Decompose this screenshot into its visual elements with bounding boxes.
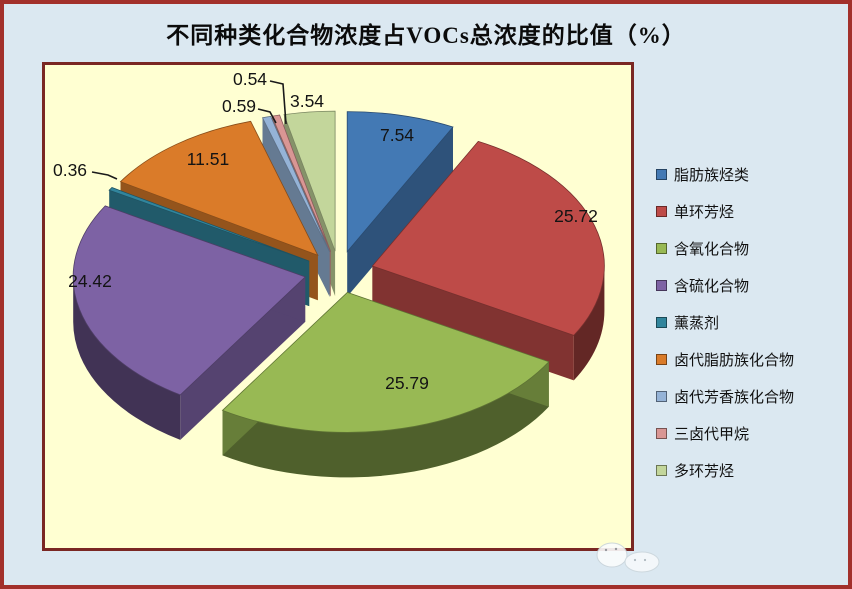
legend-swatch: [656, 243, 667, 254]
pie-slice-单环芳烃: [371, 140, 605, 381]
legend-swatch: [656, 280, 667, 291]
slice-value-label: 25.79: [385, 373, 429, 393]
slice-value-label: 3.54: [290, 91, 324, 111]
legend-item: 薰蒸剂: [656, 304, 848, 341]
legend-item: 卤代芳香族化合物: [656, 378, 848, 415]
pie-slice-脂肪族烃类: [346, 111, 454, 297]
legend-item: 含硫化合物: [656, 267, 848, 304]
legend-swatch: [656, 206, 667, 217]
legend-item: 三卤代甲烷: [656, 415, 848, 452]
slice-value-label: 25.72: [554, 206, 598, 226]
watermark-cloud-mascot-icon: [596, 542, 660, 573]
legend-item-label: 多环芳烃: [674, 463, 735, 480]
page-title: 不同种类化合物浓度占VOCs总浓度的比值（%）: [166, 23, 686, 48]
legend-item: 单环芳烃: [656, 193, 848, 230]
legend-swatch: [656, 317, 667, 328]
legend-item: 卤代脂肪族化合物: [656, 341, 848, 378]
slice-value-label: 0.54: [233, 69, 267, 89]
legend-item-label: 卤代脂肪族化合物: [674, 352, 795, 369]
legend-item: 多环芳烃: [656, 452, 848, 489]
slice-value-label: 0.59: [222, 96, 256, 116]
slice-value-label: 24.42: [68, 271, 112, 291]
legend-item-label: 卤代芳香族化合物: [674, 389, 795, 406]
label-leader-line: [91, 171, 118, 180]
label-leader-line: [257, 108, 277, 124]
legend-item-label: 含硫化合物: [674, 278, 750, 295]
data-labels: 7.54 25.72 25.79 24.42 0.36 11.51 0.59 0.54 3.54: [53, 69, 598, 393]
legend-item-label: 含氧化合物: [674, 241, 750, 258]
legend-item-label: 脂肪族烃类: [674, 167, 750, 184]
slice-value-label: 7.54: [380, 125, 414, 145]
pie-slice-含硫化合物: [72, 205, 306, 440]
legend-item-label: 三卤代甲烷: [674, 426, 750, 443]
legend-item-label: 薰蒸剂: [674, 315, 720, 332]
legend-swatch: [656, 354, 667, 365]
legend-item: 脂肪族烃类: [656, 156, 848, 193]
legend-swatch: [656, 169, 667, 180]
legend-item: 含氧化合物: [656, 230, 848, 267]
legend: 脂肪族烃类单环芳烃含氧化合物含硫化合物薰蒸剂卤代脂肪族化合物 卤代芳香族化合物 三卤…: [656, 156, 848, 489]
label-leader-line: [269, 80, 287, 125]
legend-swatch: [656, 428, 667, 439]
legend-item-label: 单环芳烃: [674, 204, 735, 221]
legend-swatch: [656, 465, 667, 476]
slice-value-label: 11.51: [187, 149, 230, 169]
pie-chart: 7.54 25.72 25.79 24.42 0.36 11.51 0.59 0.54 3.54: [53, 69, 660, 573]
slice-value-label: 0.36: [53, 160, 87, 180]
pie-slice-含氧化合物: [221, 291, 550, 478]
legend-swatch: [656, 391, 667, 402]
